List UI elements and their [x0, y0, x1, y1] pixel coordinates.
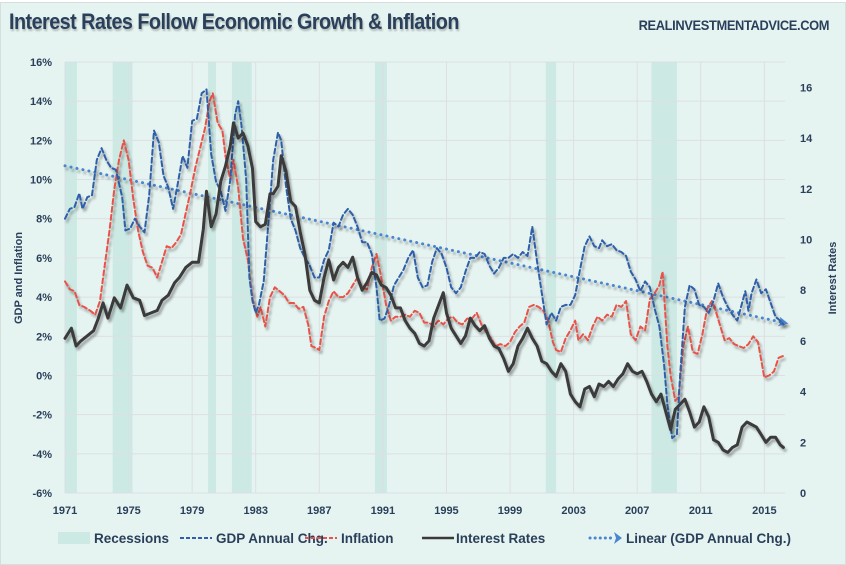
y-tick-label-left: -6%: [32, 488, 52, 500]
y-tick-label-left: 10%: [30, 175, 52, 187]
series-line-interest-rates: [63, 121, 785, 454]
y-tick-label-left: 6%: [36, 253, 52, 265]
series-line-inflation: [64, 92, 785, 402]
y-tick-label-right: 2: [800, 437, 806, 449]
axes: -6% -4% -2% 0% 2% 4% 6% 8% 10% 12% 14% 16% 0 2 4 6 8 10 12…: [30, 57, 813, 517]
legend-label: Linear (GDP Annual Chg.): [626, 531, 791, 546]
y-tick-label-left: 2%: [36, 331, 52, 343]
series-line-linear-gdp-annual-chg: [63, 164, 789, 327]
y-tick-label-right: 10: [800, 234, 812, 246]
y-axis-label-left: GDP and Inflation: [13, 232, 25, 324]
x-tick-label: 2003: [561, 505, 585, 517]
y-tick-label-left: -4%: [32, 449, 52, 461]
y-tick-label-left: 14%: [30, 96, 52, 108]
x-tick-label: 1987: [307, 505, 331, 517]
chart-title: Interest Rates Follow Economic Growth & …: [9, 9, 459, 34]
y-tick-label-left: 0%: [36, 370, 52, 382]
legend-label: Interest Rates: [456, 531, 545, 546]
x-tick-label: 1975: [116, 505, 140, 517]
legend-item: Linear (GDP Annual Chg.): [588, 531, 791, 546]
recession-band: [651, 62, 677, 493]
recession-band: [231, 62, 252, 493]
legend-label: Recessions: [94, 531, 169, 546]
x-tick-label: 1999: [498, 505, 522, 517]
recession-band: [208, 62, 216, 493]
legend-item: Interest Rates: [422, 531, 545, 546]
y-tick-label-right: 14: [800, 133, 813, 145]
y-tick-label-left: 12%: [30, 135, 52, 147]
x-tick-label: 1995: [434, 505, 458, 517]
legend-label: GDP Annual Chg.: [216, 531, 328, 546]
series-lines: [63, 88, 789, 454]
x-tick-label: 2011: [689, 505, 713, 517]
x-tick-label: 1971: [53, 505, 77, 517]
legend: Recessions GDP Annual Chg. Inflation Intere…: [58, 531, 791, 546]
gridlines: [64, 61, 785, 494]
y-tick-label-left: 4%: [36, 292, 52, 304]
recession-band: [545, 62, 557, 493]
x-tick-label: 2015: [752, 505, 776, 517]
y-tick-label-right: 12: [800, 184, 812, 196]
recession-band: [112, 62, 133, 493]
x-tick-label: 1979: [180, 505, 204, 517]
x-tick-label: 1991: [371, 505, 395, 517]
legend-arrow-icon: [614, 532, 622, 544]
site-watermark: REALINVESTMENTADVICE.COM: [638, 17, 829, 33]
y-tick-label-right: 4: [800, 387, 807, 399]
legend-item: GDP Annual Chg.: [180, 531, 328, 546]
y-tick-label-right: 8: [800, 285, 806, 297]
y-tick-label-left: 16%: [30, 57, 52, 69]
legend-label: Inflation: [341, 531, 394, 546]
y-tick-label-right: 6: [800, 336, 806, 348]
x-tick-label: 2007: [625, 505, 649, 517]
series-line-gdp-annual-chg: [64, 88, 785, 440]
y-tick-label-right: 16: [800, 82, 812, 94]
y-tick-label-left: 8%: [36, 214, 52, 226]
legend-item: Inflation: [305, 531, 394, 546]
legend-item: Recessions: [58, 531, 169, 546]
recession-band: [65, 62, 77, 493]
y-tick-label-right: 0: [800, 488, 806, 500]
y-axis-label-right: Interest Rates: [827, 242, 839, 315]
legend-swatch-recessions: [58, 532, 90, 544]
x-tick-label: 1983: [243, 505, 267, 517]
y-tick-label-left: -2%: [32, 410, 52, 422]
